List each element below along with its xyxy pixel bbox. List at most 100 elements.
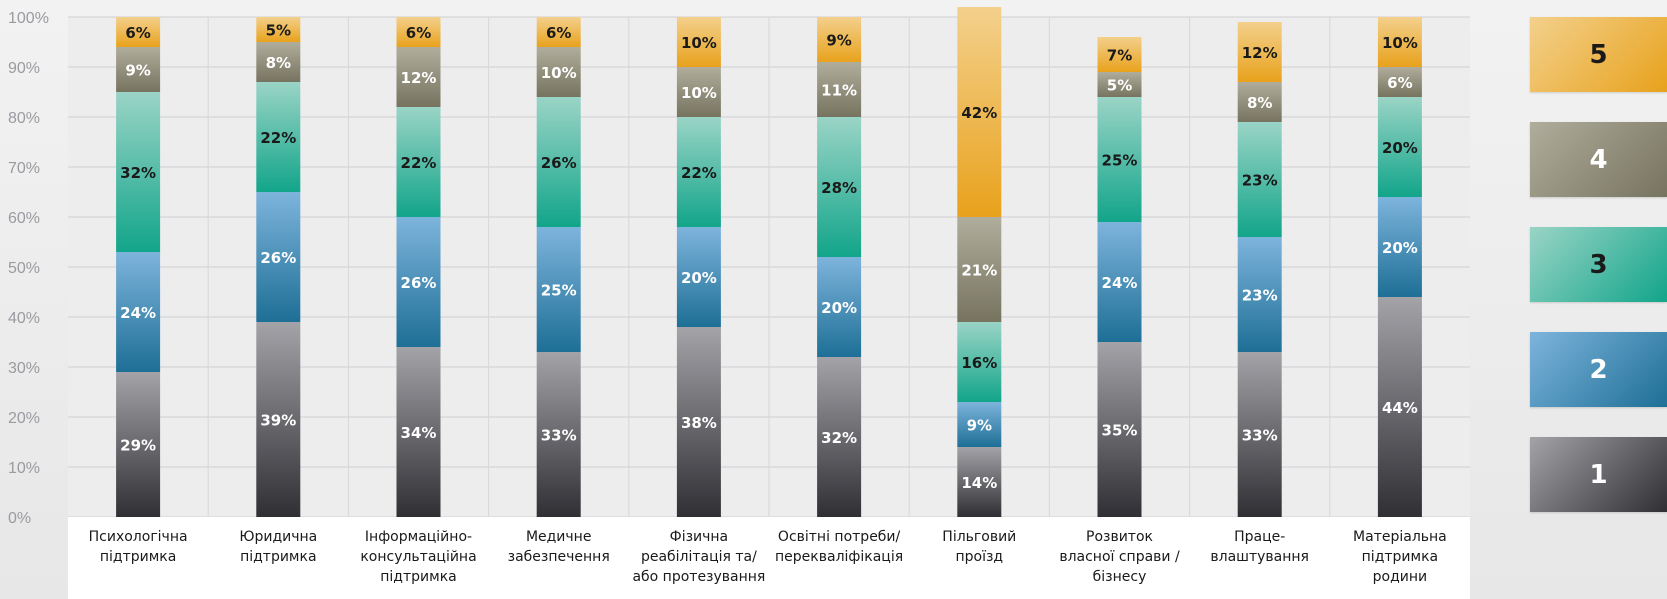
bar-value-label: 6% [406, 24, 431, 42]
bar-value-label: 35% [1102, 422, 1138, 440]
x-category-label: підтримка [380, 569, 456, 585]
bar-segment [1377, 297, 1422, 517]
bar-value-label: 22% [681, 164, 717, 182]
bar-segment [676, 227, 721, 327]
bar-segment [536, 97, 581, 227]
bar-value-label: 23% [1242, 287, 1278, 305]
bar-value-label: 44% [1382, 399, 1418, 417]
legend-item-2: 2 [1530, 332, 1667, 407]
x-category-label: перекваліфікація [775, 549, 903, 565]
bar-value-label: 32% [120, 164, 156, 182]
bar-segment [396, 47, 441, 107]
y-tick-label: 40% [8, 310, 40, 327]
bar-value-label: 8% [1247, 94, 1272, 112]
x-category-label: влаштування [1210, 549, 1309, 565]
bar-value-label: 29% [120, 437, 156, 455]
bar-segment [1237, 122, 1282, 237]
y-tick-label: 70% [8, 160, 40, 177]
bar-segment [817, 357, 862, 517]
bar-segment [817, 62, 862, 117]
legend-label-2: 2 [1589, 354, 1608, 385]
x-category-label: підтримка [240, 549, 316, 565]
legend-item-5: 5 [1530, 17, 1667, 92]
x-category-label: бізнесу [1093, 569, 1147, 585]
y-tick-label: 10% [8, 460, 40, 477]
x-category-label: Психологічна [89, 529, 188, 545]
bar-value-label: 22% [401, 154, 437, 172]
legend-item-4: 4 [1530, 122, 1667, 197]
bar-value-label: 21% [961, 262, 997, 280]
y-tick-label: 20% [8, 410, 40, 427]
bar-segment [116, 252, 161, 372]
bar-segment [817, 117, 862, 257]
bar-segment [396, 17, 441, 47]
bar-segment [1237, 22, 1282, 82]
bar-value-label: 20% [821, 299, 857, 317]
x-category-label: родини [1373, 569, 1427, 585]
bar-value-label: 6% [1387, 74, 1412, 92]
bar-segment [957, 447, 1002, 517]
bar-value-label: 9% [826, 32, 851, 50]
x-category-label: реабілітація та/ [641, 549, 757, 565]
bar-segment [1097, 342, 1142, 517]
bar-value-label: 33% [541, 427, 577, 445]
bar-value-label: 10% [1382, 34, 1418, 52]
x-category-label: Праце- [1234, 529, 1285, 545]
bar-value-label: 20% [681, 269, 717, 287]
bar-segment [957, 217, 1002, 322]
bar-value-label: 8% [266, 54, 291, 72]
bar-value-label: 20% [1382, 239, 1418, 257]
bar-value-label: 6% [125, 24, 150, 42]
bar-segment [676, 117, 721, 227]
bar-segment [256, 17, 301, 42]
bar-segment [1097, 72, 1142, 97]
bar-segment [957, 322, 1002, 402]
bar-segment [817, 17, 862, 62]
bar-value-label: 12% [401, 69, 437, 87]
bar-segment [1237, 237, 1282, 352]
bar-segment [536, 227, 581, 352]
bar-value-label: 26% [401, 274, 437, 292]
bar-value-label: 11% [821, 82, 857, 100]
y-tick-label: 90% [8, 60, 40, 77]
x-category-label: Освітні потреби/ [778, 529, 901, 545]
bar-segment [536, 17, 581, 47]
bar-value-label: 24% [1102, 274, 1138, 292]
x-category-label: Матеріальна [1353, 529, 1447, 545]
x-category-label: Медичне [526, 529, 592, 545]
category-label-area [68, 517, 1470, 599]
y-tick-label: 80% [8, 110, 40, 127]
bar-value-label: 10% [541, 64, 577, 82]
bar-segment [396, 217, 441, 347]
bar-segment [536, 47, 581, 97]
x-category-label: Пільговий [942, 529, 1016, 545]
bar-value-label: 5% [1107, 77, 1132, 95]
x-category-label: або протезування [632, 569, 765, 585]
y-tick-label: 30% [8, 360, 40, 377]
legend-label-5: 5 [1589, 39, 1608, 70]
bar-segment [396, 347, 441, 517]
x-category-label: підтримка [1362, 549, 1438, 565]
bar-value-label: 38% [681, 414, 717, 432]
bar-segment [1237, 352, 1282, 517]
bar-segment [957, 7, 1002, 217]
x-category-label: консультаційна [360, 549, 476, 565]
x-category-label: Інформаційно- [365, 529, 472, 545]
x-category-label: Розвиток [1086, 529, 1153, 545]
y-tick-label: 60% [8, 210, 40, 227]
stacked-bar-chart: 0% 10% 20% 30% 40% 50% 60% 70% 80% 90% 100% 29% 24% 3… [8, 7, 1470, 599]
bar-value-label: 22% [260, 129, 296, 147]
bar-value-label: 5% [266, 22, 291, 40]
legend-label-3: 3 [1589, 249, 1608, 280]
bar-segment [957, 402, 1002, 447]
bar-value-label: 9% [125, 62, 150, 80]
bar-segment [256, 192, 301, 322]
bar-segment [1377, 17, 1422, 67]
bar-segment [1097, 97, 1142, 222]
bar-value-label: 14% [961, 474, 997, 492]
bar-value-label: 28% [821, 179, 857, 197]
legend-item-1: 1 [1530, 437, 1667, 512]
bar-segment [1237, 82, 1282, 122]
legend-label-1: 1 [1589, 459, 1608, 490]
bar-segment [116, 92, 161, 252]
